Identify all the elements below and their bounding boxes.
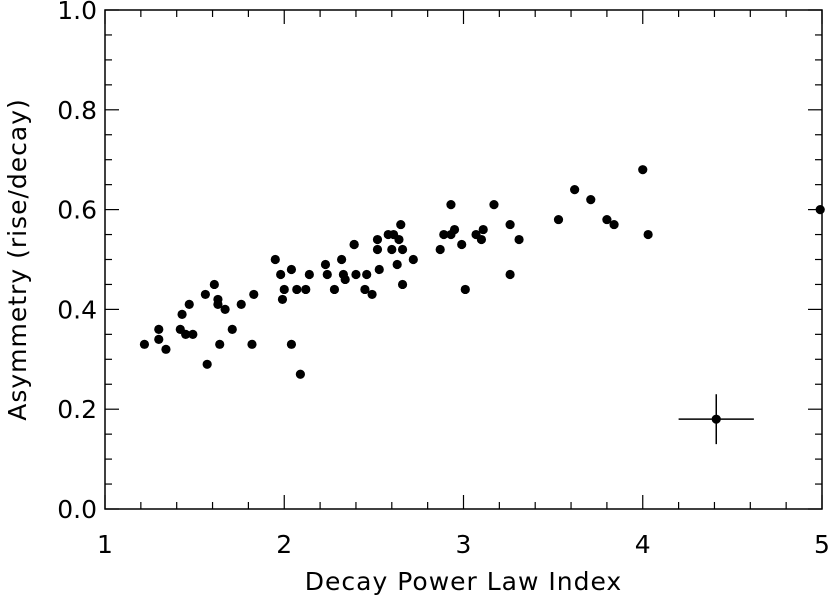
data-point	[286, 264, 297, 275]
data-point	[227, 324, 237, 334]
data-point	[394, 234, 404, 245]
data-point	[396, 219, 406, 230]
data-point	[329, 284, 340, 295]
y-axis: 0.0 0.2 0.4 0.6 0.8 1.0	[57, 0, 822, 524]
data-point	[408, 254, 418, 265]
y-tick-label: 1.0	[57, 0, 97, 25]
data-point	[367, 289, 377, 300]
data-point	[270, 254, 280, 265]
data-point	[304, 269, 314, 280]
data-point	[553, 214, 564, 225]
data-point	[435, 244, 445, 255]
data-point	[184, 299, 194, 310]
x-axis-label: Decay Power Law Index	[305, 567, 622, 596]
data-point	[439, 229, 449, 240]
data-point	[200, 289, 210, 300]
data-point	[340, 274, 350, 285]
data-point	[215, 339, 225, 349]
x-tick-label: 2	[276, 530, 292, 559]
data-point	[161, 344, 171, 354]
data-point	[374, 264, 384, 275]
data-point	[457, 239, 467, 250]
data-point	[188, 329, 198, 339]
data-point	[586, 195, 596, 205]
data-point	[154, 334, 164, 344]
data-point	[247, 339, 257, 349]
data-point	[460, 284, 470, 295]
data-point	[277, 294, 288, 305]
data-point	[372, 244, 383, 255]
y-tick-label: 0.8	[57, 96, 97, 125]
data-point	[301, 284, 311, 295]
x-axis: 1 2 3 4 5	[97, 10, 830, 559]
data-point	[505, 269, 515, 280]
y-tick-label: 0.0	[57, 495, 97, 524]
data-point	[320, 259, 331, 270]
data-point	[449, 224, 460, 235]
data-point	[362, 269, 372, 280]
error-bar-point	[711, 414, 721, 424]
data-point	[360, 284, 370, 295]
data-point	[279, 284, 289, 295]
data-point	[476, 234, 487, 245]
data-point	[602, 214, 612, 225]
data-point	[609, 219, 619, 230]
data-point	[220, 304, 230, 314]
data-point	[351, 269, 361, 280]
data-point	[236, 299, 246, 310]
data-point	[249, 289, 259, 300]
data-point	[397, 244, 408, 255]
data-points	[139, 165, 825, 379]
data-point	[489, 200, 499, 210]
data-point	[514, 234, 524, 245]
data-point	[177, 309, 187, 319]
x-tick-label: 4	[635, 530, 651, 559]
y-tick-label: 0.6	[57, 196, 97, 225]
data-point	[372, 234, 383, 245]
error-bar-example	[678, 394, 754, 445]
x-tick-label: 1	[97, 530, 113, 559]
data-point	[478, 224, 488, 235]
data-point	[392, 259, 402, 270]
x-tick-label: 3	[456, 530, 472, 559]
plot-border	[104, 9, 823, 510]
data-point	[397, 279, 408, 290]
data-point	[154, 324, 164, 334]
x-tick-label: 5	[814, 530, 830, 559]
data-point	[292, 284, 302, 295]
plot-frame	[104, 9, 823, 510]
data-point	[139, 339, 150, 349]
y-tick-label: 0.2	[57, 395, 97, 424]
data-point	[638, 165, 648, 175]
data-point	[387, 244, 397, 255]
y-tick-label: 0.4	[57, 295, 97, 324]
data-point	[276, 269, 286, 280]
data-point	[643, 229, 653, 240]
data-point	[322, 269, 332, 280]
data-point	[181, 329, 191, 339]
data-point	[505, 219, 515, 230]
data-point	[209, 279, 219, 290]
data-point	[570, 185, 580, 195]
data-point	[202, 359, 212, 369]
data-point	[286, 339, 297, 349]
data-point	[815, 205, 825, 215]
data-point	[295, 369, 305, 379]
y-axis-label: Asymmetry (rise/decay)	[3, 98, 32, 421]
data-point	[337, 254, 347, 265]
data-point	[446, 200, 456, 210]
data-point	[213, 299, 223, 310]
data-point	[349, 239, 359, 250]
